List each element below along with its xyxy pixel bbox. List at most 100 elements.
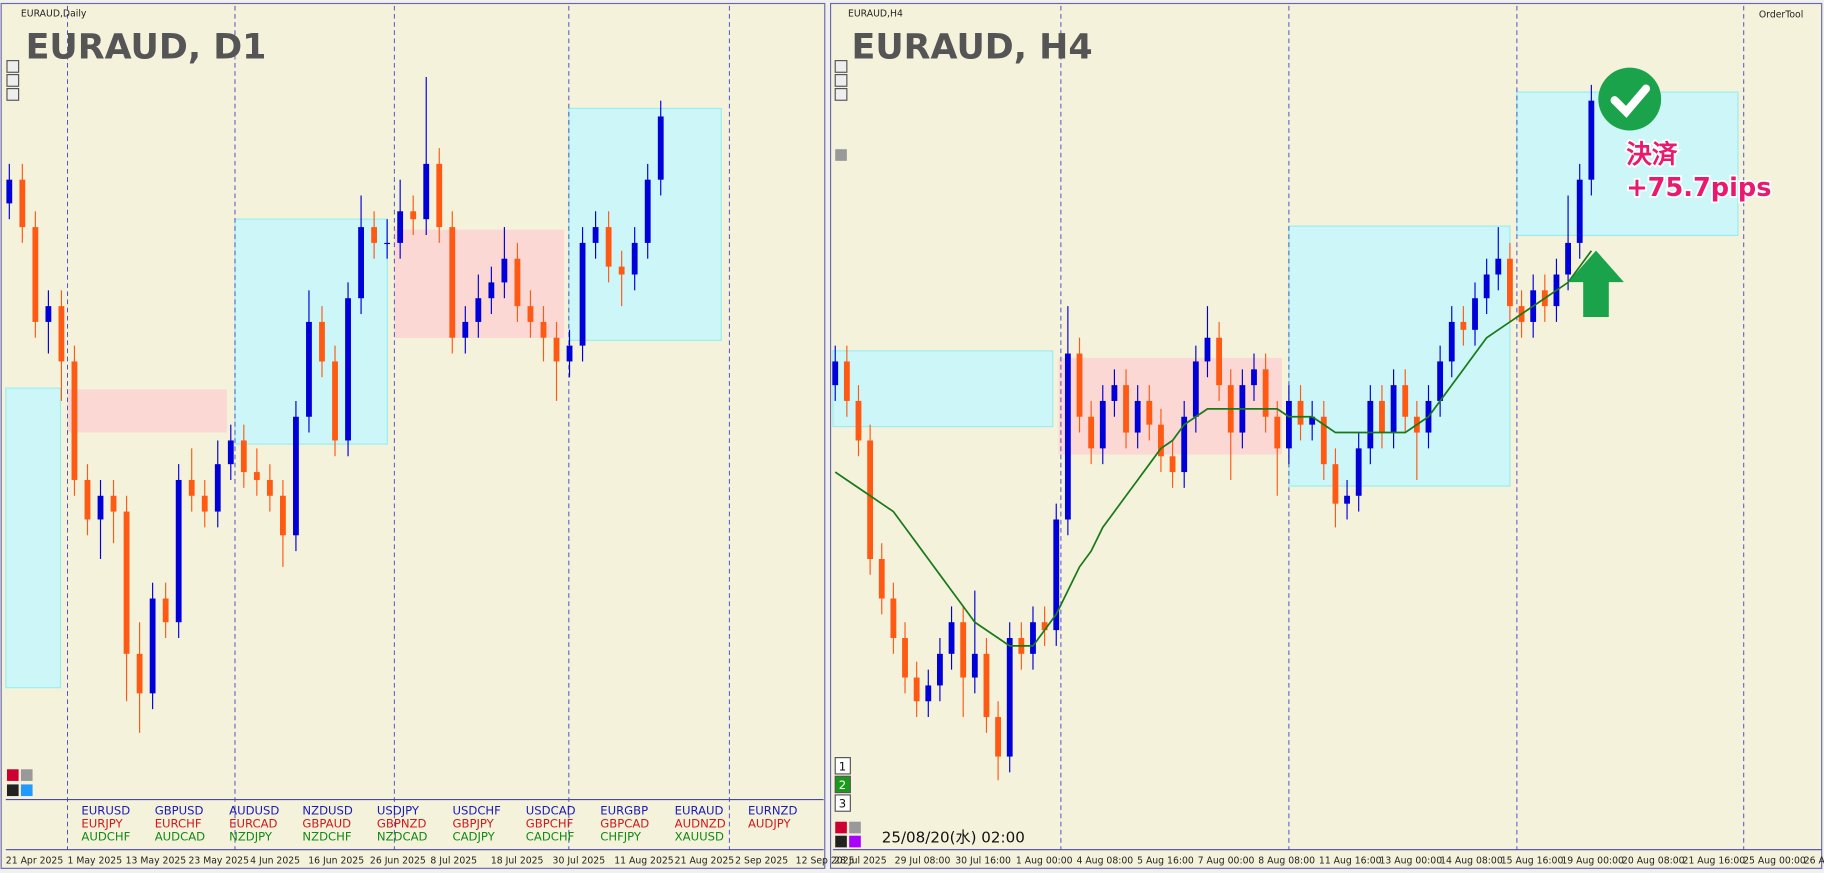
- symbol-link[interactable]: EURGBP: [600, 804, 648, 818]
- zone: [832, 350, 1054, 428]
- check-mark: [1610, 84, 1651, 118]
- candle-body: [358, 227, 364, 299]
- candle-body: [657, 116, 664, 180]
- button[interactable]: [849, 821, 861, 834]
- candle-body: [45, 306, 52, 322]
- candle-body: [332, 361, 338, 441]
- x-label: 13 May 2025: [126, 856, 187, 867]
- button[interactable]: [6, 87, 20, 101]
- symbol-link[interactable]: AUDNZD: [675, 817, 726, 831]
- symbol-link[interactable]: AUDCAD: [155, 829, 205, 843]
- symbol-link[interactable]: USDJPY: [377, 804, 420, 818]
- symbol-link[interactable]: USDCAD: [526, 804, 576, 818]
- button[interactable]: [6, 60, 20, 73]
- candle-body: [384, 242, 391, 245]
- zone: [5, 387, 62, 689]
- candle-body: [1402, 385, 1409, 417]
- button[interactable]: [849, 835, 861, 848]
- chart-button-label[interactable]: 2: [839, 778, 846, 792]
- candle-body: [971, 653, 978, 678]
- symbol-link[interactable]: AUDUSD: [229, 804, 279, 818]
- button[interactable]: [20, 769, 33, 781]
- candle-body: [488, 282, 495, 299]
- symbol-link[interactable]: GBPJPY: [453, 817, 495, 831]
- x-label: 13 Aug 00:00: [1380, 856, 1443, 867]
- candle-body: [527, 306, 534, 322]
- scroll-buttons[interactable]: [6, 60, 861, 848]
- button[interactable]: [835, 821, 847, 834]
- candle-body: [501, 258, 508, 283]
- candle-body: [201, 495, 208, 512]
- button[interactable]: [20, 784, 33, 797]
- symbol-link[interactable]: AUDJPY: [748, 817, 792, 831]
- symbol-link[interactable]: NZDJPY: [229, 829, 273, 843]
- candle-body: [97, 495, 104, 520]
- x-label: 15 Aug 16:00: [1501, 856, 1564, 867]
- chart-button[interactable]: [834, 775, 851, 794]
- candle-body: [1379, 400, 1385, 433]
- symbol-link[interactable]: GBPUSD: [155, 804, 204, 818]
- x-label: 1 May 2025: [67, 856, 122, 867]
- candle-body: [345, 298, 351, 441]
- symbol-link[interactable]: CADJPY: [453, 829, 496, 843]
- x-label: 25 Aug 00:00: [1743, 856, 1806, 867]
- symbol-link[interactable]: USDCHF: [453, 804, 502, 818]
- x-label: 11 Aug 16:00: [1319, 856, 1382, 867]
- x-label: 21 Apr 2025: [6, 856, 64, 867]
- symbol-link[interactable]: GBPAUD: [302, 817, 351, 831]
- symbol-link[interactable]: EURUSD: [81, 804, 130, 818]
- button[interactable]: [6, 769, 19, 781]
- candle-body: [1088, 416, 1095, 449]
- candle-body: [1390, 385, 1397, 433]
- window-title: EURAUD,H4: [848, 8, 903, 19]
- symbol-link[interactable]: EURAUD: [675, 804, 724, 818]
- candle-body: [1030, 622, 1036, 654]
- symbol-link[interactable]: CADCHF: [526, 829, 575, 843]
- symbol-link[interactable]: CHFJPY: [600, 829, 642, 843]
- candle-body: [843, 361, 850, 401]
- symbol-link[interactable]: EURCAD: [229, 817, 277, 831]
- zone: [67, 389, 227, 433]
- button[interactable]: [835, 835, 847, 848]
- symbol-link[interactable]: NZDCAD: [377, 829, 428, 843]
- candle-body: [214, 464, 221, 512]
- candle-body: [6, 179, 13, 204]
- candle-body: [1495, 258, 1502, 275]
- candle-body: [1367, 400, 1374, 449]
- candle-body: [1158, 424, 1164, 457]
- button[interactable]: [834, 60, 848, 73]
- x-label: 2 Sep 2025: [735, 856, 788, 867]
- x-label: 21 Aug 2025: [675, 856, 735, 867]
- symbol-link[interactable]: GBPNZD: [377, 817, 427, 831]
- zones: [5, 91, 1739, 689]
- symbol-link[interactable]: XAUUSD: [675, 829, 724, 843]
- candle-body: [475, 298, 482, 322]
- symbol-link[interactable]: NZDCHF: [302, 829, 351, 843]
- chart-button[interactable]: [834, 757, 851, 775]
- candle-body: [240, 440, 247, 473]
- chart-button-label[interactable]: 3: [839, 797, 846, 811]
- candle-body: [960, 622, 967, 678]
- moving-average: [834, 250, 1593, 647]
- candle-body: [110, 495, 117, 512]
- button[interactable]: [834, 87, 848, 101]
- chart-button-label[interactable]: 1: [839, 759, 846, 773]
- candle-body: [902, 638, 908, 678]
- x-label: 12 Sep 2025: [796, 856, 855, 867]
- candle-body: [1355, 448, 1362, 496]
- symbol-link[interactable]: EURJPY: [81, 817, 123, 831]
- symbol-link[interactable]: GBPCAD: [600, 817, 649, 831]
- chart-button[interactable]: [834, 794, 851, 812]
- symbol-link[interactable]: EURCHF: [155, 817, 202, 831]
- symbol-link[interactable]: NZDUSD: [302, 804, 352, 818]
- button[interactable]: [6, 74, 20, 87]
- symbol-link[interactable]: GBPCHF: [526, 817, 574, 831]
- button[interactable]: [834, 74, 848, 87]
- order-tool[interactable]: OrderTool: [1759, 9, 1803, 20]
- x-label: 4 Jun 2025: [250, 856, 300, 867]
- button[interactable]: [835, 149, 847, 161]
- x-label: 11 Aug 2025: [614, 856, 674, 867]
- button[interactable]: [6, 784, 19, 797]
- symbol-link[interactable]: EURNZD: [748, 804, 798, 818]
- symbol-link[interactable]: AUDCHF: [81, 829, 130, 843]
